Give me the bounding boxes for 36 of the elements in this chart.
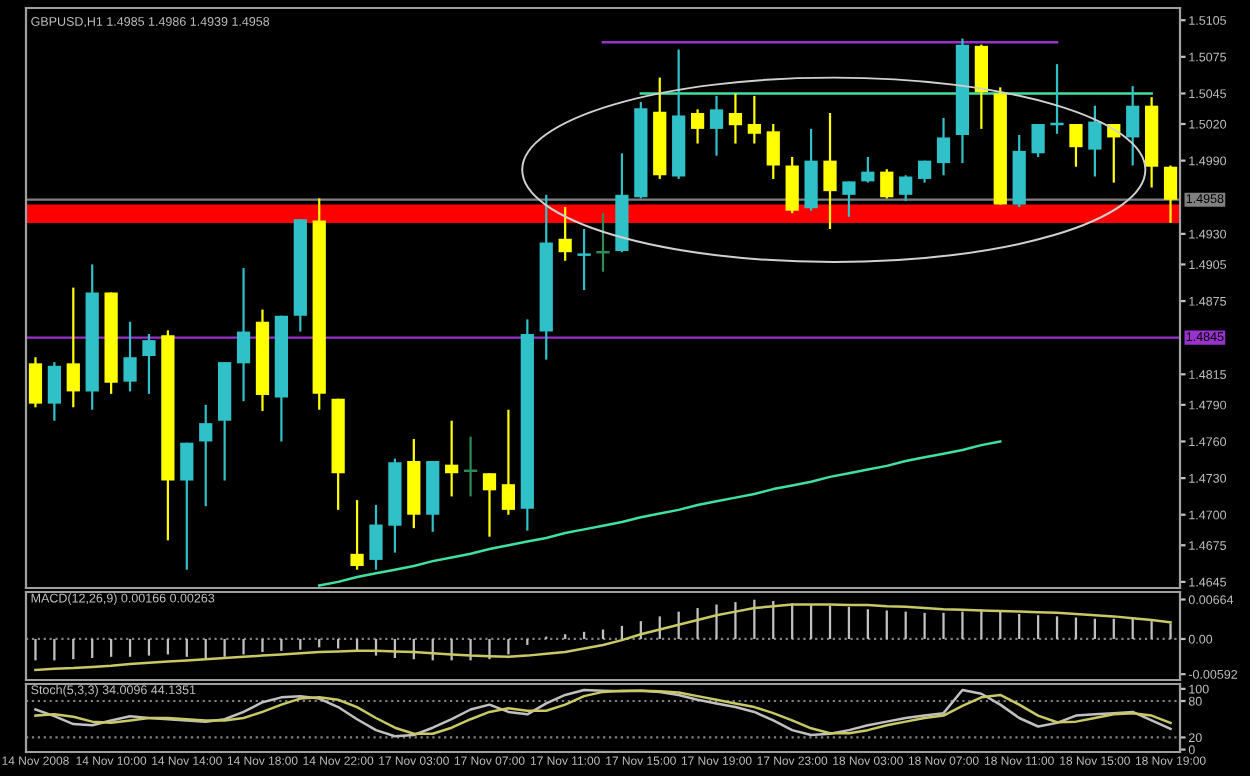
candlestick bbox=[123, 320, 137, 393]
candlestick bbox=[785, 155, 799, 215]
candlestick bbox=[1163, 164, 1178, 225]
line-series bbox=[34, 603, 1172, 672]
candlestick bbox=[66, 286, 80, 409]
candlestick bbox=[936, 116, 951, 177]
candlestick bbox=[747, 94, 761, 145]
candlestick bbox=[899, 174, 913, 203]
candlestick bbox=[180, 441, 194, 571]
candlestick bbox=[350, 498, 364, 571]
candlestick bbox=[804, 127, 818, 212]
candlestick bbox=[842, 180, 856, 218]
candlestick bbox=[199, 403, 213, 508]
candlestick bbox=[47, 361, 61, 422]
candlestick bbox=[28, 356, 43, 409]
candlestick bbox=[709, 94, 724, 157]
line-series bbox=[317, 440, 1002, 587]
candlestick bbox=[1031, 122, 1045, 159]
candlestick bbox=[1069, 122, 1083, 168]
candlestick bbox=[558, 205, 572, 262]
candlestick bbox=[690, 108, 705, 145]
candlestick bbox=[369, 503, 383, 571]
candlestick bbox=[974, 43, 988, 130]
candlestick bbox=[445, 419, 459, 498]
candlestick bbox=[1126, 85, 1140, 167]
candlestick bbox=[728, 92, 743, 145]
candlestick bbox=[880, 168, 894, 200]
candlestick bbox=[576, 227, 592, 292]
candlestick bbox=[823, 111, 837, 231]
candlestick bbox=[766, 122, 780, 181]
candlestick bbox=[236, 266, 251, 403]
candlestick bbox=[1088, 104, 1102, 178]
candlestick bbox=[501, 408, 516, 516]
candlestick bbox=[142, 332, 156, 395]
candlestick bbox=[861, 155, 875, 184]
candlestick bbox=[482, 472, 497, 538]
